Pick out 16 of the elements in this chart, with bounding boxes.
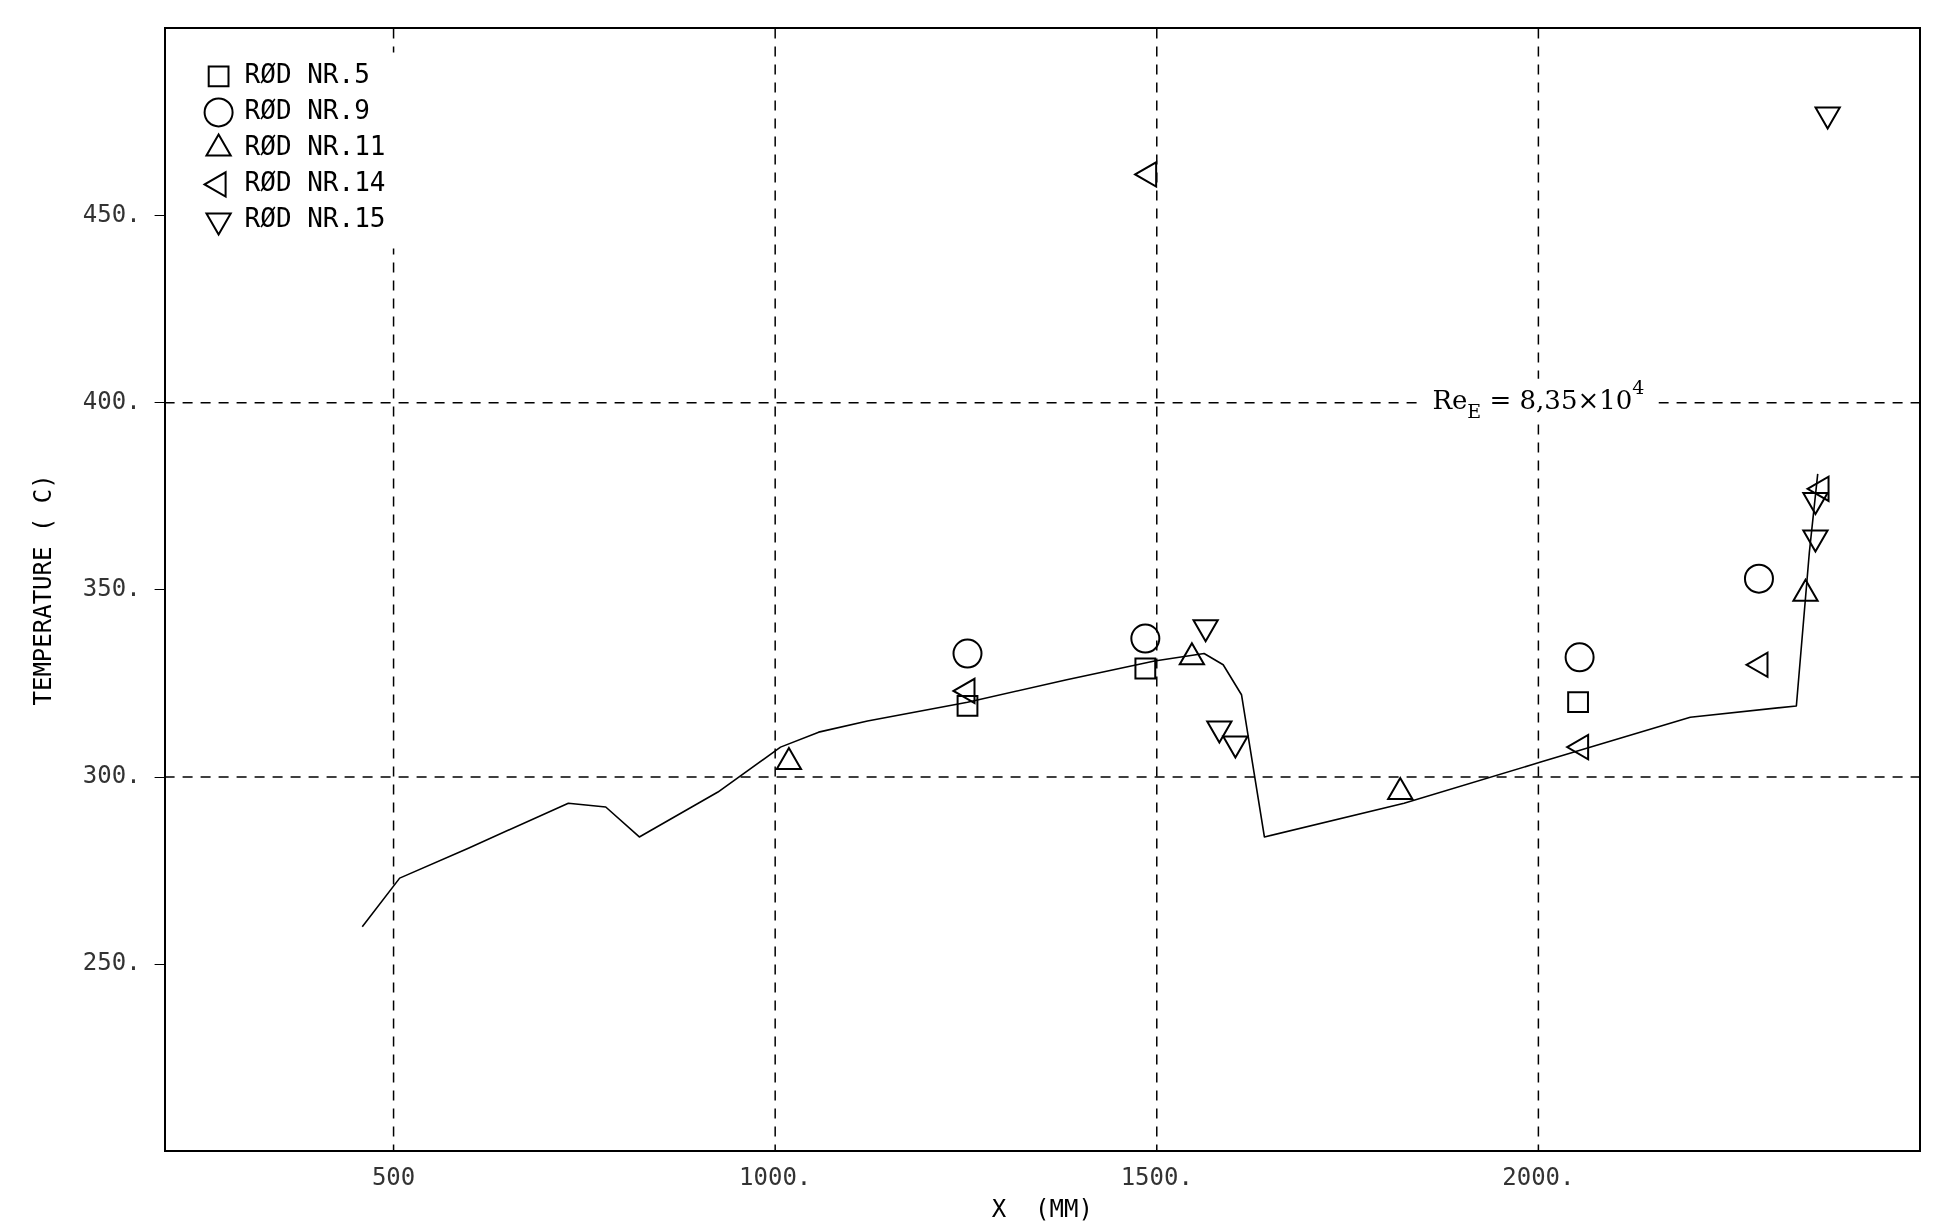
y-axis-title: TEMPERATURE ( C) <box>28 474 57 706</box>
legend-label: RØD NR.5 <box>244 59 370 90</box>
x-tick-label: 500 <box>371 1163 416 1192</box>
y-tick-label: 350. <box>82 574 141 603</box>
x-axis-title: X (MM) <box>991 1194 1093 1223</box>
y-tick-label: 450. <box>82 199 141 228</box>
legend-label: RØD NR.15 <box>244 203 386 234</box>
legend-label: RØD NR.11 <box>244 131 386 162</box>
y-tick-label: 400. <box>82 386 141 415</box>
x-tick-label: 1500. <box>1120 1163 1193 1192</box>
legend-label: RØD NR.9 <box>244 95 370 126</box>
y-tick-label: 300. <box>82 761 141 790</box>
legend-label: RØD NR.14 <box>244 167 386 198</box>
x-tick-label: 2000. <box>1502 1163 1575 1192</box>
y-tick-label: 250. <box>82 948 141 977</box>
x-tick-label: 1000. <box>739 1163 812 1192</box>
